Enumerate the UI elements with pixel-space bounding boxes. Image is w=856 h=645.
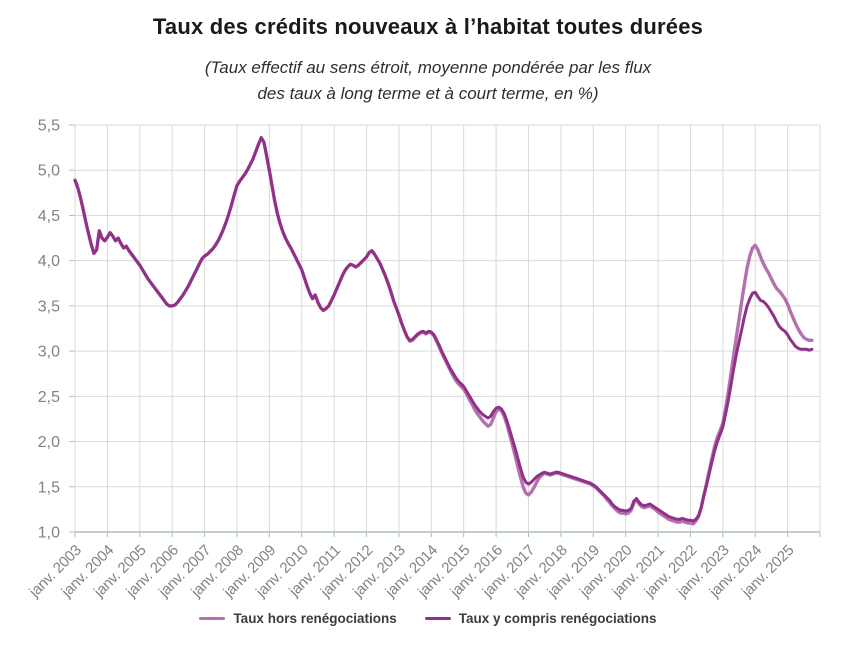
svg-text:5,0: 5,0 — [38, 163, 60, 180]
vertical-gridlines — [74, 125, 821, 532]
series-line-y-compris-renegociations — [73, 136, 814, 523]
legend-item-hors-renegociations: Taux hors renégociations — [199, 611, 397, 626]
svg-text:1,0: 1,0 — [38, 525, 60, 542]
chart-subtitle-line-2: des taux à long terme et à court terme, … — [257, 84, 599, 103]
chart-subtitle: (Taux effectif au sens étroit, moyenne p… — [0, 55, 856, 107]
y-axis-ticks — [69, 124, 75, 533]
svg-text:4,0: 4,0 — [38, 253, 60, 270]
x-axis-ticks — [74, 532, 821, 537]
svg-text:2,5: 2,5 — [38, 389, 60, 406]
legend-swatch-y-compris-renegociations-icon — [424, 617, 451, 620]
legend-label-hors-renegociations: Taux hors renégociations — [233, 611, 397, 626]
svg-text:3,5: 3,5 — [38, 298, 60, 315]
legend-label-y-compris-renegociations: Taux y compris renégociations — [458, 611, 657, 626]
y-tick-labels: 5,5 5,0 4,5 4,0 3,5 3,0 2,5 2,0 1,5 1,0 — [38, 118, 60, 542]
chart-legend: Taux hors renégociations Taux y compris … — [0, 611, 856, 626]
horizontal-gridlines — [75, 124, 820, 533]
svg-text:1,5: 1,5 — [38, 479, 60, 496]
chart-title: Taux des crédits nouveaux à l’habitat to… — [152, 14, 704, 39]
chart-subtitle-line-1: (Taux effectif au sens étroit, moyenne p… — [204, 58, 652, 77]
svg-text:2,0: 2,0 — [38, 434, 60, 451]
svg-text:3,0: 3,0 — [38, 344, 60, 361]
svg-text:4,5: 4,5 — [38, 208, 60, 225]
svg-text:5,5: 5,5 — [38, 118, 60, 135]
legend-swatch-hors-renegociations-icon — [199, 617, 226, 620]
legend-item-y-compris-renegociations: Taux y compris renégociations — [424, 611, 657, 626]
series-line-hors-renegociations — [73, 136, 814, 526]
